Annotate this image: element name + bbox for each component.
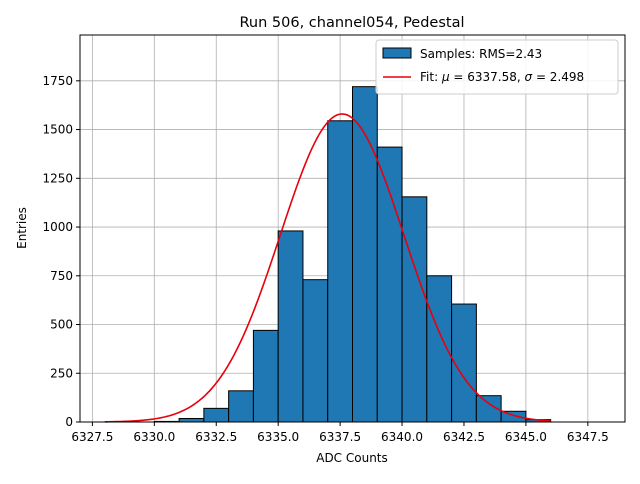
histogram-bar <box>252 329 279 423</box>
x-tick-label: 6340.0 <box>381 430 423 444</box>
x-tick-label: 6337.5 <box>319 430 361 444</box>
legend-sigma-symbol: σ <box>525 70 533 84</box>
legend-fit-prefix: Fit: <box>420 70 442 84</box>
histogram-bar <box>401 196 428 423</box>
x-axis-ticks: 6327.5 6330.0 6332.5 6335.0 6337.5 6340.0 6342… <box>71 422 609 444</box>
histogram-bar <box>178 417 205 423</box>
y-tick-label: 500 <box>50 318 73 332</box>
legend-mu-value: = 6337.58, <box>450 70 525 84</box>
y-tick-label: 1500 <box>42 123 73 137</box>
y-tick-label: 1750 <box>42 74 73 88</box>
histogram-bar <box>302 279 329 423</box>
y-tick-label: 250 <box>50 366 73 380</box>
histogram-bar <box>352 86 378 423</box>
y-tick-label: 750 <box>50 269 73 283</box>
legend-box <box>375 39 619 95</box>
plot-frame <box>79 34 626 423</box>
y-axis-ticks: 0 250 500 750 1000 1250 1500 1750 <box>42 74 80 429</box>
legend-sigma-value: = 2.498 <box>532 70 584 84</box>
legend-mu-symbol: μ <box>441 70 450 84</box>
y-tick-label: 1250 <box>42 171 73 185</box>
x-tick-label: 6327.5 <box>71 430 113 444</box>
histogram-bar <box>277 230 304 423</box>
histogram-bars <box>153 86 552 423</box>
x-tick-label: 6332.5 <box>195 430 237 444</box>
y-axis-label: Entries <box>15 207 29 249</box>
fit-curve <box>104 113 551 423</box>
x-tick-label: 6330.0 <box>133 430 175 444</box>
y-tick-label: 0 <box>65 415 73 429</box>
x-axis-label: ADC Counts <box>316 451 388 465</box>
legend-fit-label: Fit: μ = 6337.58, σ = 2.498 <box>420 70 584 84</box>
x-tick-label: 6342.5 <box>443 430 485 444</box>
x-tick-label: 6335.0 <box>257 430 299 444</box>
y-tick-label: 1000 <box>42 220 73 234</box>
legend-samples-swatch <box>382 47 412 59</box>
x-tick-label: 6345.0 <box>505 430 547 444</box>
histogram-bar <box>451 303 477 423</box>
x-tick-label: 6347.5 <box>567 430 609 444</box>
legend-samples-label: Samples: RMS=2.43 <box>420 47 542 61</box>
histogram-bar <box>203 407 230 423</box>
chart-title: Run 506, channel054, Pedestal <box>239 15 464 31</box>
legend: Samples: RMS=2.43 Fit: μ = 6337.58, σ = … <box>375 39 619 95</box>
histogram-bar <box>327 120 353 423</box>
histogram-bar <box>376 146 403 423</box>
histogram-bar <box>228 390 254 423</box>
